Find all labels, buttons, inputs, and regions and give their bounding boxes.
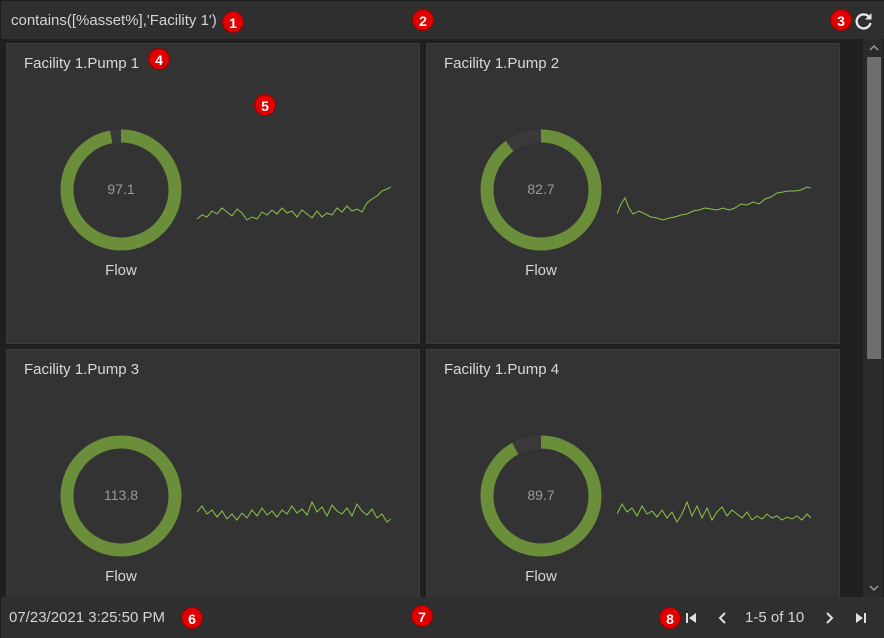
annotation-marker: 2 [412, 9, 434, 31]
timestamp: 07/23/2021 3:25:50 PM [9, 609, 165, 626]
page-info: 1-5 of 10 [745, 609, 805, 626]
gauge-value: 113.8 [104, 487, 138, 503]
header-bar: contains([%asset%],'Facility 1') [1, 1, 884, 39]
flow-sparkline [617, 186, 811, 221]
flow-gauge [60, 435, 182, 557]
annotation-marker: 7 [411, 605, 433, 627]
asset-card-pump-3[interactable]: Facility 1.Pump 3 113.8 Flow [6, 349, 420, 597]
annotation-marker: 3 [830, 9, 852, 31]
flow-gauge [480, 129, 602, 251]
next-page-button[interactable] [819, 608, 839, 628]
asset-card-pump-1[interactable]: Facility 1.Pump 1 97.1 Flow [6, 43, 420, 344]
flow-gauge [480, 435, 602, 557]
annotation-marker: 5 [254, 94, 276, 116]
last-page-icon [856, 613, 866, 623]
first-page-icon [686, 613, 696, 623]
flow-sparkline [617, 500, 811, 524]
refresh-button[interactable] [853, 10, 875, 32]
card-title: Facility 1.Pump 3 [24, 361, 140, 378]
prev-page-icon [718, 612, 726, 624]
scroll-down-arrow-icon[interactable] [868, 582, 880, 594]
asset-card-pump-2[interactable]: Facility 1.Pump 2 82.7 Flow [426, 43, 840, 344]
cards-grid: Facility 1.Pump 1 97.1 Flow Facility 1.P… [1, 39, 863, 597]
flow-gauge [60, 129, 182, 251]
card-title: Facility 1.Pump 1 [24, 55, 140, 72]
next-page-icon [826, 612, 834, 624]
footer-bar: 07/23/2021 3:25:50 PM 1-5 of 10 [1, 597, 884, 638]
annotation-marker: 8 [659, 607, 681, 629]
annotation-marker: 1 [222, 11, 244, 33]
refresh-icon [855, 13, 872, 30]
metric-label: Flow [105, 568, 137, 585]
asset-card-pump-4[interactable]: Facility 1.Pump 4 89.7 Flow [426, 349, 840, 597]
gauge-value: 97.1 [107, 181, 135, 197]
annotation-marker: 4 [148, 48, 170, 70]
flow-sparkline [197, 500, 391, 523]
metric-label: Flow [525, 568, 557, 585]
prev-page-button[interactable] [713, 608, 733, 628]
metric-label: Flow [525, 262, 557, 279]
scroll-thumb[interactable] [867, 57, 881, 359]
vertical-scrollbar[interactable] [865, 39, 883, 597]
gauge-value: 89.7 [527, 487, 555, 503]
scroll-up-arrow-icon[interactable] [868, 42, 880, 54]
annotation-marker: 6 [181, 607, 203, 629]
card-title: Facility 1.Pump 4 [444, 361, 560, 378]
query-text: contains([%asset%],'Facility 1') [11, 12, 217, 29]
gauge-value: 82.7 [527, 181, 555, 197]
metric-label: Flow [105, 262, 137, 279]
flow-sparkline [197, 186, 391, 221]
card-title: Facility 1.Pump 2 [444, 55, 560, 72]
last-page-button[interactable] [851, 608, 871, 628]
first-page-button[interactable] [681, 608, 701, 628]
